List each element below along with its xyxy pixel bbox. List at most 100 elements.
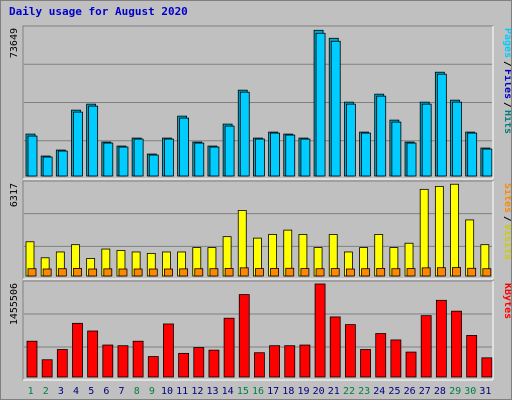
kbytes-bar bbox=[466, 335, 478, 378]
sites-bar bbox=[467, 267, 477, 277]
y-max-label: 73649 bbox=[9, 28, 20, 58]
visits-bar bbox=[419, 188, 429, 277]
day-label: 15 bbox=[237, 386, 249, 397]
files-bar bbox=[27, 135, 38, 177]
day-label: 31 bbox=[479, 386, 491, 397]
visits-bar bbox=[450, 183, 459, 277]
sites-bar bbox=[57, 268, 67, 277]
files-bar bbox=[224, 125, 235, 177]
kbytes-bar bbox=[102, 344, 114, 378]
files-bar bbox=[452, 101, 462, 177]
kbytes-bar bbox=[435, 299, 447, 378]
files-bar bbox=[285, 134, 296, 177]
files-bar bbox=[482, 148, 493, 177]
kbytes-bar bbox=[314, 283, 326, 378]
kbytes-bar bbox=[163, 323, 174, 378]
day-label: 25 bbox=[388, 386, 400, 397]
files-bar bbox=[270, 132, 280, 177]
files-bar bbox=[209, 146, 220, 177]
kbytes-bar bbox=[193, 347, 205, 378]
kbytes-bar bbox=[56, 349, 68, 378]
sites-bar bbox=[118, 268, 128, 277]
day-label: 17 bbox=[267, 386, 279, 397]
files-bar bbox=[300, 138, 311, 177]
kbytes-bar bbox=[72, 322, 83, 378]
files-bar bbox=[255, 138, 265, 177]
legend-sites: Sites bbox=[502, 183, 511, 213]
sites-bar bbox=[194, 268, 204, 277]
legend-separator: / bbox=[502, 216, 511, 222]
kbytes-bar bbox=[117, 345, 129, 378]
legend-visits: Visits bbox=[502, 224, 511, 260]
sites-bar bbox=[88, 268, 98, 277]
kbytes-bar bbox=[41, 359, 53, 378]
files-bar bbox=[345, 103, 356, 177]
sites-bar bbox=[148, 268, 158, 277]
day-label: 23 bbox=[358, 386, 370, 397]
kbytes-bar bbox=[147, 356, 159, 378]
sites-bar bbox=[209, 268, 219, 277]
kbytes-bar bbox=[329, 316, 341, 378]
files-bar bbox=[421, 103, 432, 177]
files-bar bbox=[103, 142, 114, 177]
day-label: 24 bbox=[373, 386, 385, 397]
files-bar bbox=[73, 111, 83, 177]
visits-bar bbox=[434, 186, 444, 277]
kbytes-bar bbox=[284, 345, 296, 378]
legend-separator: / bbox=[502, 61, 511, 67]
sites-bar bbox=[391, 268, 401, 277]
visits-bar bbox=[237, 210, 247, 277]
day-label: 3 bbox=[58, 386, 64, 397]
sites-bar bbox=[436, 267, 446, 277]
files-bar bbox=[42, 156, 53, 177]
day-label: 27 bbox=[419, 386, 431, 397]
kbytes-bar bbox=[375, 333, 387, 378]
sites-bar bbox=[421, 267, 431, 277]
sites-bar bbox=[239, 267, 249, 277]
chart-title: Daily usage for August 2020 bbox=[9, 5, 188, 18]
files-bar bbox=[118, 146, 129, 177]
day-label: 11 bbox=[176, 386, 188, 397]
visits-bar bbox=[465, 219, 475, 277]
legend-separator: / bbox=[502, 102, 511, 108]
day-label: 4 bbox=[73, 386, 79, 397]
day-label: 9 bbox=[149, 386, 155, 397]
day-label: 7 bbox=[119, 386, 125, 397]
kbytes-bar bbox=[299, 344, 311, 378]
kbytes-bar bbox=[132, 340, 144, 378]
kbytes-bar bbox=[87, 330, 99, 378]
kbytes-bar bbox=[178, 352, 190, 378]
files-bar bbox=[133, 138, 144, 177]
day-label: 1 bbox=[28, 386, 34, 397]
sites-bar bbox=[406, 268, 416, 277]
day-label: 13 bbox=[206, 386, 218, 397]
kbytes-bar bbox=[26, 340, 38, 378]
day-label: 10 bbox=[161, 386, 173, 397]
sites-bar bbox=[330, 268, 340, 277]
sites-bar bbox=[73, 268, 82, 277]
files-bar bbox=[148, 154, 159, 177]
legend-kbytes: KBytes bbox=[502, 283, 511, 319]
legend-pages: Pages bbox=[502, 28, 511, 58]
kbytes-bar bbox=[269, 345, 280, 378]
day-label: 29 bbox=[449, 386, 461, 397]
files-bar bbox=[391, 121, 402, 177]
kbytes-bar bbox=[481, 357, 493, 378]
files-bar bbox=[164, 138, 174, 177]
files-bar bbox=[436, 73, 447, 177]
day-label: 30 bbox=[464, 386, 476, 397]
files-bar bbox=[179, 117, 190, 177]
day-label: 19 bbox=[297, 386, 309, 397]
day-label: 16 bbox=[252, 386, 264, 397]
day-label: 22 bbox=[343, 386, 355, 397]
sites-bar bbox=[255, 268, 264, 277]
files-bar bbox=[376, 95, 387, 177]
day-label: 5 bbox=[88, 386, 94, 397]
sites-bar bbox=[376, 268, 386, 277]
kbytes-bar bbox=[344, 324, 356, 378]
y-max-label: 6317 bbox=[9, 183, 20, 207]
kbytes-bar bbox=[208, 349, 220, 378]
day-label: 28 bbox=[434, 386, 446, 397]
